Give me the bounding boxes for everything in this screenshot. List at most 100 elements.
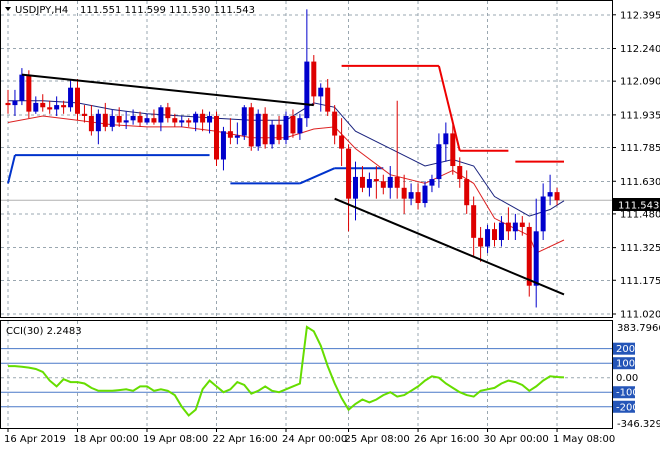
candle bbox=[526, 222, 532, 297]
cci-axis-max: 383.7966 bbox=[617, 323, 660, 334]
cci-level-marker bbox=[613, 400, 635, 413]
candle bbox=[304, 9, 310, 127]
candle-body bbox=[339, 135, 345, 149]
candle-body bbox=[12, 100, 18, 106]
candle-body bbox=[373, 179, 379, 182]
candle-body bbox=[325, 87, 331, 112]
candle bbox=[443, 122, 449, 162]
cci-axis: 200 100 0.00 -100 -200 383.7966 -346.3299 bbox=[613, 323, 660, 430]
candle-body bbox=[137, 115, 143, 123]
candle-body bbox=[26, 74, 32, 112]
candle-body bbox=[366, 179, 372, 188]
candle bbox=[387, 166, 393, 199]
cci-level-label: 100 bbox=[616, 359, 635, 370]
moving-averages bbox=[7, 100, 565, 254]
cci-label: CCI(30) 2.2483 bbox=[6, 326, 82, 337]
cci-grid bbox=[1, 321, 612, 428]
time-axis: 16 Apr 2019 18 Apr 00:00 19 Apr 08:00 22 Ap… bbox=[4, 428, 615, 445]
candle bbox=[492, 222, 497, 247]
collapse-triangle-icon[interactable] bbox=[5, 7, 11, 11]
candle bbox=[547, 174, 553, 206]
time-tick-label: 18 Apr 00:00 bbox=[74, 434, 139, 445]
candle bbox=[415, 183, 421, 210]
candle bbox=[457, 157, 463, 188]
cci-level-label: 200 bbox=[616, 344, 635, 355]
candle bbox=[422, 181, 428, 208]
candle-body bbox=[179, 120, 185, 123]
price-tick-label: 111.020 bbox=[620, 310, 660, 321]
price-tick-label: 111.935 bbox=[620, 110, 660, 121]
candle bbox=[485, 224, 491, 254]
candle bbox=[165, 102, 171, 123]
candle bbox=[429, 174, 435, 193]
candle bbox=[464, 170, 470, 214]
candle bbox=[283, 111, 289, 145]
cci-panel-frame bbox=[0, 320, 613, 429]
candle bbox=[214, 111, 219, 167]
candle bbox=[325, 78, 331, 116]
candle-body bbox=[234, 135, 240, 138]
trendline bbox=[21, 73, 314, 107]
price-axis: 112.395 112.240 112.090 111.935 111.785 111.6… bbox=[612, 10, 660, 321]
candle bbox=[353, 161, 358, 221]
candle-body bbox=[75, 87, 80, 114]
candle bbox=[40, 94, 46, 112]
candle bbox=[33, 96, 39, 114]
candle bbox=[255, 109, 261, 151]
candle-body bbox=[88, 115, 94, 132]
candle-body bbox=[95, 113, 101, 132]
candle bbox=[339, 118, 345, 167]
candle-body bbox=[144, 118, 150, 123]
candle-body bbox=[61, 105, 67, 108]
price-tick-label: 112.240 bbox=[620, 44, 660, 55]
candle-body bbox=[436, 144, 442, 180]
price-tick-label: 111.175 bbox=[620, 276, 660, 287]
candle bbox=[380, 174, 386, 195]
ma-fast-line bbox=[8, 100, 565, 217]
current-price-marker bbox=[613, 198, 660, 211]
candle bbox=[394, 100, 400, 199]
candle-body bbox=[241, 107, 247, 136]
candle bbox=[346, 144, 352, 232]
candle-body bbox=[540, 196, 546, 232]
candle-body bbox=[464, 179, 470, 206]
candle bbox=[498, 216, 504, 247]
price-panel-frame bbox=[0, 0, 613, 318]
candle bbox=[144, 113, 150, 125]
candle-body bbox=[255, 113, 261, 147]
candle-body bbox=[526, 226, 532, 286]
time-tick-label: 30 Apr 00:00 bbox=[484, 434, 549, 445]
candle bbox=[220, 126, 226, 171]
candle bbox=[471, 196, 477, 258]
price-tick-label: 112.090 bbox=[620, 77, 660, 88]
candle bbox=[359, 166, 365, 193]
candle-body bbox=[220, 131, 226, 160]
candle-body bbox=[276, 124, 282, 140]
cci-level-label: 0.00 bbox=[616, 373, 638, 384]
candle bbox=[519, 216, 525, 236]
support-level bbox=[7, 154, 16, 184]
candle-body bbox=[269, 124, 275, 145]
candle bbox=[297, 113, 303, 140]
candle bbox=[318, 83, 324, 112]
candle bbox=[227, 118, 233, 145]
candle-body bbox=[158, 107, 164, 123]
price-tick-label: 111.630 bbox=[620, 177, 660, 188]
candle-body bbox=[332, 111, 338, 136]
price-tick-label: 111.785 bbox=[620, 143, 660, 154]
candle-body bbox=[422, 185, 428, 204]
time-tick-label: 26 Apr 16:00 bbox=[414, 434, 479, 445]
candle-body bbox=[408, 192, 414, 199]
chart-ohlc: 111.551 111.599 111.530 111.543 bbox=[80, 5, 255, 16]
time-tick-label: 19 Apr 08:00 bbox=[143, 434, 208, 445]
candle-body bbox=[492, 229, 497, 241]
candle-body bbox=[478, 237, 484, 247]
candle bbox=[533, 198, 539, 308]
candle-body bbox=[54, 105, 60, 110]
candle-body bbox=[401, 187, 407, 199]
price-tick-label: 112.395 bbox=[620, 10, 660, 21]
candle-body bbox=[485, 229, 491, 247]
candle bbox=[269, 120, 275, 149]
candle-body bbox=[227, 131, 233, 138]
candle bbox=[478, 226, 484, 262]
